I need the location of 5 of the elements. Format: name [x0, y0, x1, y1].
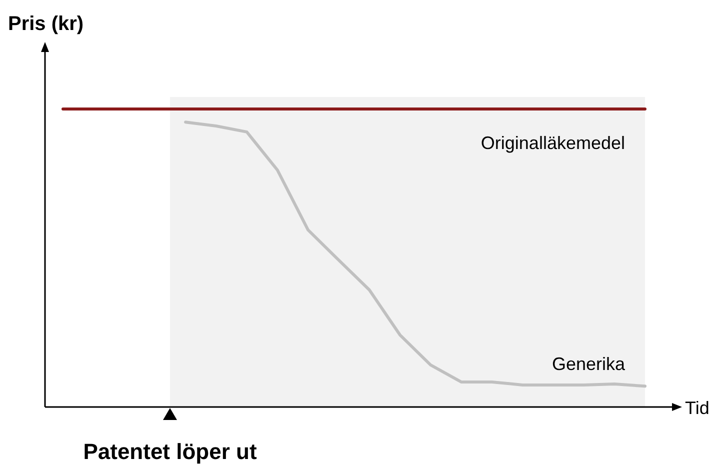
x-axis-title: Tid: [685, 398, 710, 418]
y-axis-title: Pris (kr): [8, 13, 84, 35]
series-label: Generika: [552, 354, 626, 374]
text: Patentet löper ut: [83, 439, 258, 464]
series-label: Originalläkemedel: [480, 133, 625, 153]
